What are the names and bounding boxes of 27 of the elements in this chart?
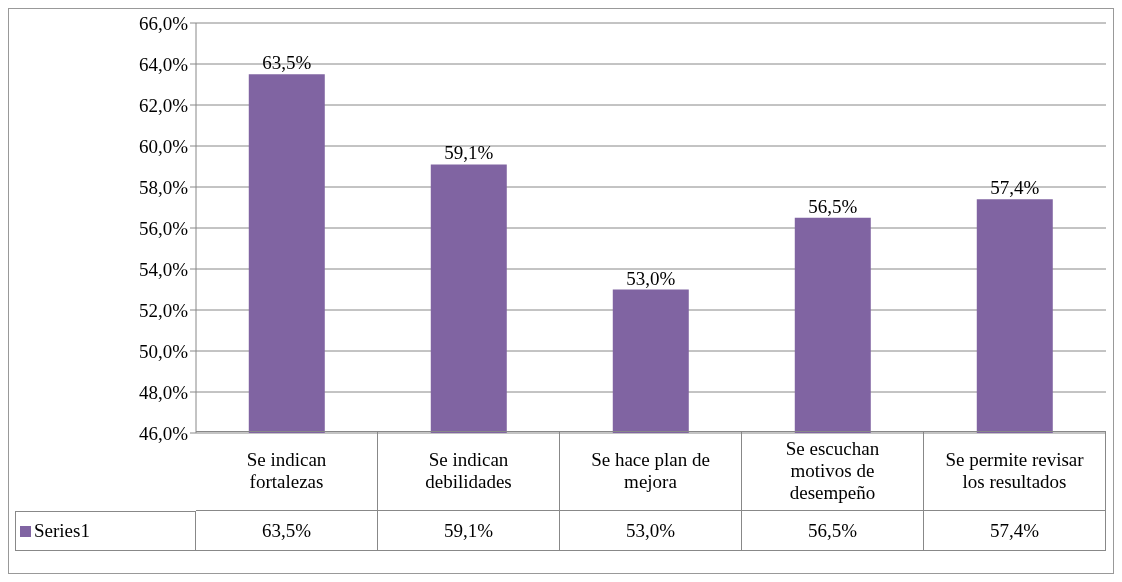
y-tick-label: 62,0% — [138, 94, 189, 116]
x-tick-label: Se escuchan motivos de desempeño — [784, 438, 881, 504]
y-tick-label: 48,0% — [138, 381, 189, 403]
y-tick-label: 58,0% — [138, 176, 189, 198]
text: 63,5% — [262, 52, 312, 74]
data-label: 63,5% — [196, 511, 378, 551]
y-tick-label: 46,0% — [138, 422, 189, 444]
y-tick-label: 56,0% — [138, 217, 189, 239]
text: 57,4% — [990, 177, 1040, 199]
data-label: 59,1% — [378, 511, 560, 551]
data-label: 53,0% — [560, 511, 742, 551]
y-tick-label: 60,0% — [138, 135, 189, 157]
y-tick-label: 66,0% — [138, 12, 189, 34]
text: 59,1% — [444, 142, 494, 164]
x-tick-label: Se indican fortalezas — [245, 449, 328, 493]
y-tick-label: 54,0% — [138, 258, 189, 280]
y-tick-label: 50,0% — [138, 340, 189, 362]
x-tick-label: Se permite revisar los resultados — [944, 449, 1085, 493]
data-label: 57,4% — [924, 511, 1106, 551]
text: 53,0% — [626, 267, 676, 289]
x-tick-label: Se hace plan de mejora — [590, 449, 711, 493]
y-tick-label: 52,0% — [138, 299, 189, 321]
y-tick-label: 64,0% — [138, 53, 189, 75]
legend-label: Series1 — [15, 511, 196, 551]
data-label: 56,5% — [742, 511, 924, 551]
x-tick-label: Se indican debilidades — [424, 449, 513, 493]
text: 56,5% — [808, 195, 858, 217]
